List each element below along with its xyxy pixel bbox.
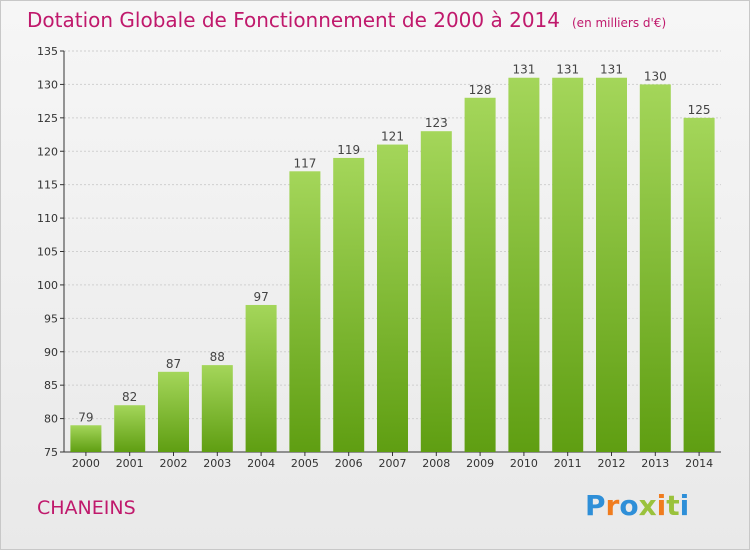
bar-value-label: 131 [512, 63, 535, 77]
bar [377, 144, 408, 453]
logo-letter: P [585, 489, 606, 522]
y-tick-label: 105 [37, 246, 58, 259]
bar [683, 117, 715, 452]
y-tick-label: 135 [37, 45, 58, 58]
y-tick-label: 100 [37, 279, 58, 292]
logo-letter: i [679, 489, 690, 522]
y-tick-label: 120 [37, 145, 58, 158]
bar-value-label: 117 [293, 156, 316, 170]
bar [420, 131, 452, 452]
y-tick-label: 125 [37, 112, 58, 125]
chart-title-text: Dotation Globale de Fonctionnement de 20… [27, 8, 560, 32]
proxiti-logo[interactable]: Proxiti [585, 489, 689, 522]
x-tick-label: 2002 [160, 457, 188, 470]
bar-value-label: 82 [122, 390, 137, 404]
bar [114, 405, 146, 452]
y-tick-label: 85 [44, 379, 58, 392]
logo-letter: x [638, 489, 657, 522]
x-tick-label: 2000 [72, 457, 100, 470]
bar-value-label: 119 [337, 143, 360, 157]
bar-value-label: 128 [469, 83, 492, 97]
y-tick-label: 80 [44, 413, 58, 426]
bar [464, 97, 496, 453]
logo-letter: t [666, 489, 680, 522]
y-tick-label: 95 [44, 312, 58, 325]
bar-value-label: 79 [78, 410, 93, 424]
x-tick-label: 2003 [203, 457, 231, 470]
bar [158, 371, 189, 452]
bar-value-label: 130 [644, 69, 667, 83]
bar [596, 77, 627, 452]
bar [508, 77, 540, 452]
bar [245, 304, 277, 452]
y-tick-label: 75 [44, 446, 58, 459]
bar [201, 365, 233, 452]
bar-value-label: 125 [688, 103, 711, 117]
bar-value-label: 131 [556, 63, 579, 77]
x-tick-label: 2010 [510, 457, 538, 470]
bar-value-label: 121 [381, 130, 404, 144]
y-tick-label: 90 [44, 346, 58, 359]
x-tick-label: 2012 [598, 457, 626, 470]
x-tick-label: 2007 [379, 457, 407, 470]
y-tick-label: 115 [37, 179, 58, 192]
logo-letter: i [656, 489, 667, 522]
bar-value-label: 87 [166, 357, 181, 371]
x-tick-label: 2014 [685, 457, 713, 470]
bar-value-label: 97 [253, 290, 268, 304]
x-tick-label: 2004 [247, 457, 275, 470]
x-tick-label: 2008 [422, 457, 450, 470]
bar [639, 84, 671, 453]
bar-value-label: 131 [600, 63, 623, 77]
x-tick-label: 2001 [116, 457, 144, 470]
chart-subtitle: (en milliers d'€) [572, 16, 667, 30]
bar-value-label: 123 [425, 116, 448, 130]
y-tick-label: 110 [37, 212, 58, 225]
bar [70, 425, 102, 452]
logo-letter: r [605, 489, 620, 522]
bar [552, 77, 584, 452]
x-tick-label: 2005 [291, 457, 319, 470]
x-tick-label: 2009 [466, 457, 494, 470]
chart-title: Dotation Globale de Fonctionnement de 20… [27, 8, 666, 32]
commune-name: CHANEINS [37, 497, 136, 519]
x-tick-label: 2006 [335, 457, 363, 470]
y-tick-label: 130 [37, 78, 58, 91]
bar [333, 157, 365, 452]
x-tick-label: 2011 [554, 457, 582, 470]
bar-value-label: 88 [210, 350, 225, 364]
bar [289, 171, 321, 453]
logo-letter: o [619, 489, 639, 522]
x-tick-label: 2013 [641, 457, 669, 470]
